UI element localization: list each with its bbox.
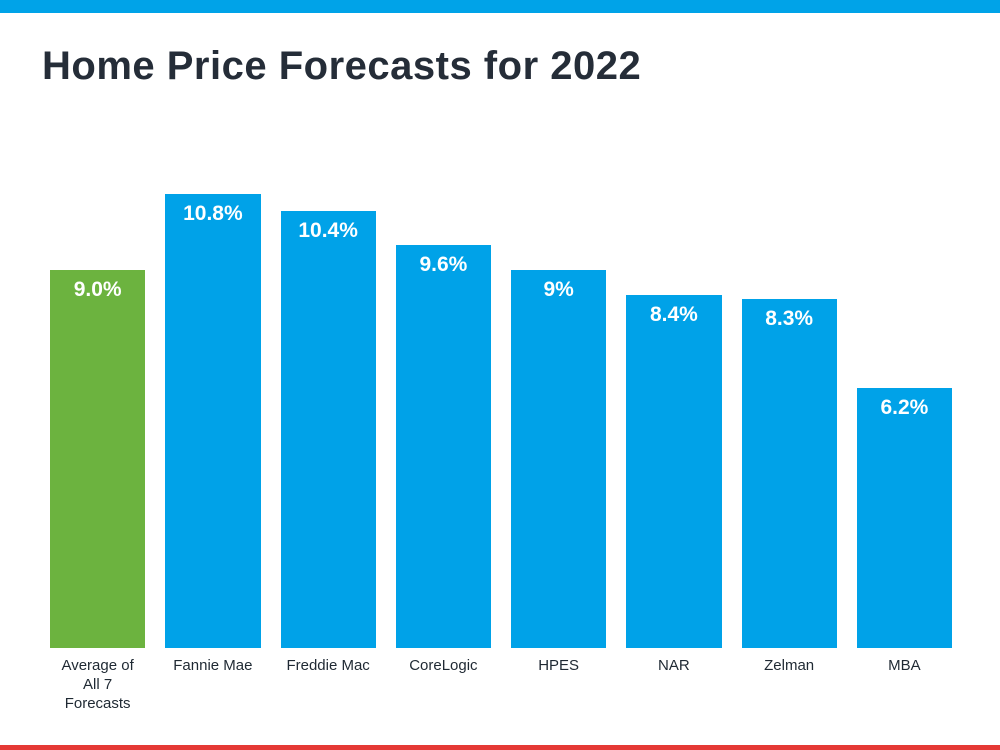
bar-category-label: NAR: [658, 657, 690, 674]
bar-column-hpes: 9% HPES: [511, 150, 607, 702]
bar-column-corelogic: 9.6% CoreLogic: [395, 150, 491, 702]
bar-nar: 8.4%: [626, 295, 722, 648]
bar-value-label: 10.4%: [298, 219, 358, 242]
bar-category-label: MBA: [888, 657, 921, 674]
bar-category-label: Zelman: [764, 657, 815, 674]
bar-mba: 6.2%: [856, 388, 952, 648]
bar-category-label: Freddie Mac: [286, 657, 370, 674]
bar-category-label: CoreLogic: [409, 657, 478, 674]
bar-value-label: 10.8%: [183, 202, 243, 225]
bar-column-freddie-mac: 10.4% Freddie Mac: [280, 150, 376, 702]
bar-value-label: 9.0%: [73, 278, 122, 301]
bar-freddie-mac: 10.4%: [280, 211, 376, 648]
bar-value-label: 6.2%: [880, 396, 929, 419]
chart-title: Home Price Forecasts for 2022: [42, 44, 642, 88]
bar-column-fannie-mae: 10.8% Fannie Mae: [165, 150, 261, 702]
bar-category-label: Average of All 7 Forecasts: [61, 657, 134, 712]
bar-column-mba: 6.2% MBA: [856, 150, 952, 702]
bar-category-label: Fannie Mae: [173, 657, 253, 674]
bar-column-average: 9.0% Average of All 7 Forecasts: [50, 150, 146, 712]
bar-value-label: 9%: [543, 278, 574, 301]
bar-zelman: 8.3%: [741, 299, 837, 648]
bar-column-zelman: 8.3% Zelman: [741, 150, 837, 702]
bar-value-label: 8.4%: [649, 303, 698, 326]
bar-fannie-mae: 10.8%: [165, 194, 261, 648]
bar-average: 9.0%: [50, 270, 146, 648]
bar-column-nar: 8.4% NAR: [626, 150, 722, 702]
bottom-accent-bar: [0, 745, 1000, 750]
bar-value-label: 8.3%: [765, 307, 814, 330]
bar-chart: 9.0% Average of All 7 Forecasts 10.8% Fa…: [50, 150, 952, 712]
bar-corelogic: 9.6%: [395, 245, 491, 648]
bar-category-label: HPES: [538, 657, 580, 674]
bar-hpes: 9%: [511, 270, 607, 648]
bar-value-label: 9.6%: [419, 253, 468, 276]
top-accent-bar: [0, 0, 1000, 13]
